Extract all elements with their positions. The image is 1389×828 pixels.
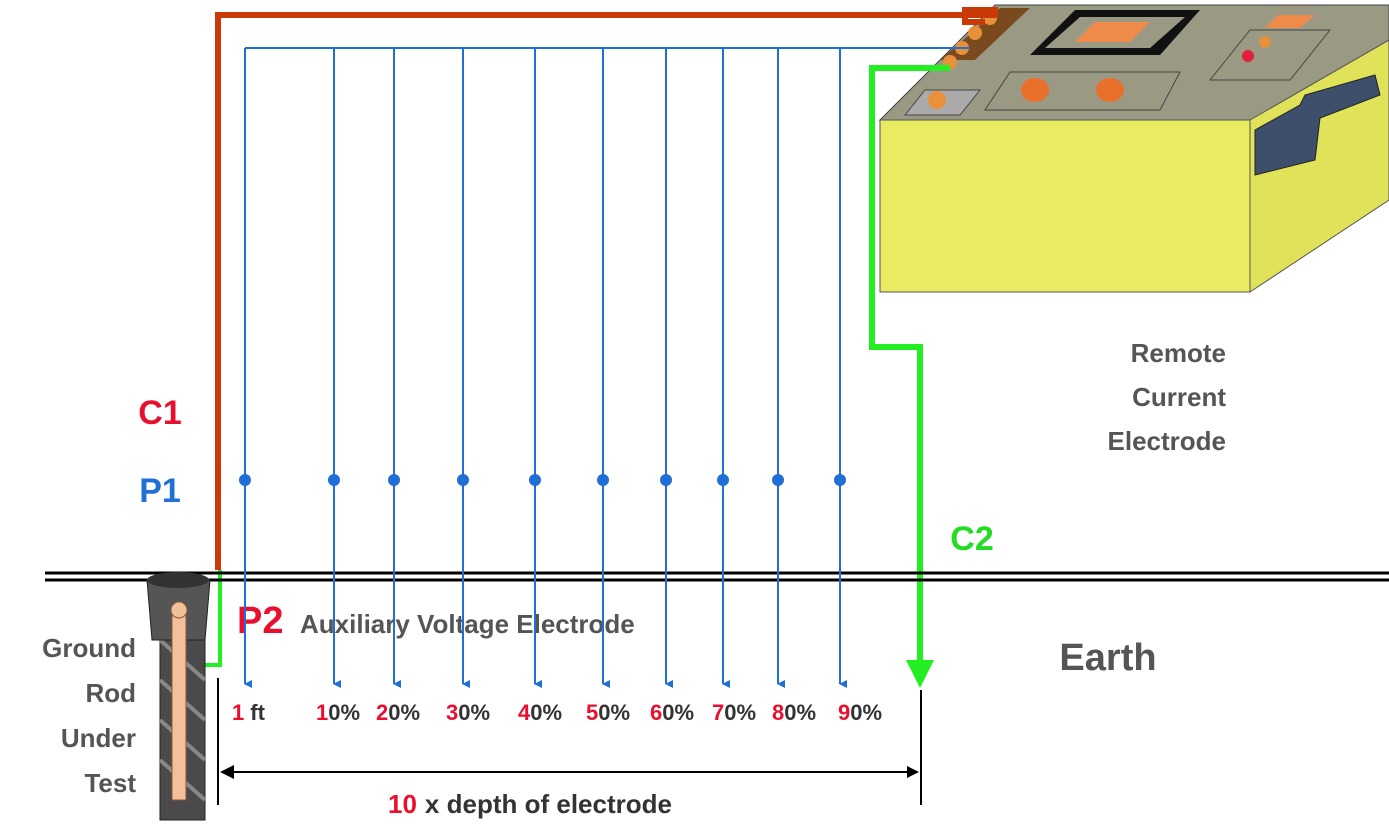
position-label: 70% [712, 700, 756, 725]
position-lead: 2 [376, 700, 388, 725]
remote-label: Electrode [1108, 426, 1227, 456]
position-rest: 0% [784, 700, 816, 725]
probe-point [834, 474, 846, 486]
probe-point [457, 474, 469, 486]
position-label: 20% [376, 700, 420, 725]
position-label: 50% [586, 700, 630, 725]
position-lead: 1 [316, 700, 328, 725]
position-lead: 4 [518, 700, 531, 725]
distance-rest: x depth of electrode [425, 789, 672, 819]
probe-point [388, 474, 400, 486]
p2-label: P2 [237, 600, 283, 642]
position-lead: 7 [712, 700, 724, 725]
probe-point [529, 474, 541, 486]
ground-rod-label: Rod [85, 678, 136, 708]
position-label: 80% [772, 700, 816, 725]
position-rest: 0% [850, 700, 882, 725]
probe-point [239, 474, 251, 486]
position-rest: 0% [598, 700, 630, 725]
ground-rod [146, 572, 211, 821]
p1-label: P1 [139, 472, 181, 510]
position-rest: 0% [724, 700, 756, 725]
probe-point [597, 474, 609, 486]
ground-rod-label: Test [84, 768, 136, 798]
ground-rod-label: Ground [42, 633, 136, 663]
c2-arrow [906, 660, 934, 688]
position-rest: 0% [328, 700, 360, 725]
test-meter [878, 4, 1389, 293]
probe-point [772, 474, 784, 486]
position-lead: 1 [232, 700, 244, 725]
position-rest: ft [250, 700, 265, 725]
position-label: 1 ft [232, 700, 266, 725]
position-label: 10% [316, 700, 360, 725]
remote-label: Remote [1131, 338, 1226, 368]
position-rest: 0% [530, 700, 562, 725]
position-label: 60% [650, 700, 694, 725]
c2-wire [869, 65, 950, 670]
c1-label: C1 [138, 394, 181, 432]
position-rest: 0% [662, 700, 694, 725]
position-rest: 0% [458, 700, 490, 725]
position-lead: 8 [772, 700, 784, 725]
probe-point [717, 474, 729, 486]
position-lead: 3 [446, 700, 458, 725]
c1-wire [215, 7, 998, 570]
c2-label: C2 [950, 520, 993, 558]
position-label: 30% [446, 700, 490, 725]
position-lead: 5 [586, 700, 598, 725]
probe-point [328, 474, 340, 486]
position-rest: 0% [388, 700, 420, 725]
distance-label: 10 x depth of electrode [388, 789, 672, 819]
position-lead: 6 [650, 700, 662, 725]
earth-label: Earth [1059, 637, 1156, 679]
distance-lead: 10 [388, 789, 417, 819]
remote-label: Current [1132, 382, 1226, 412]
dimension-arrowhead [220, 765, 234, 779]
position-label: 90% [838, 700, 882, 725]
position-label: 40% [518, 700, 562, 725]
auxiliary-label: Auxiliary Voltage Electrode [300, 609, 635, 639]
ground-rod-label: Under [61, 723, 136, 753]
position-lead: 9 [838, 700, 850, 725]
probe-point [660, 474, 672, 486]
